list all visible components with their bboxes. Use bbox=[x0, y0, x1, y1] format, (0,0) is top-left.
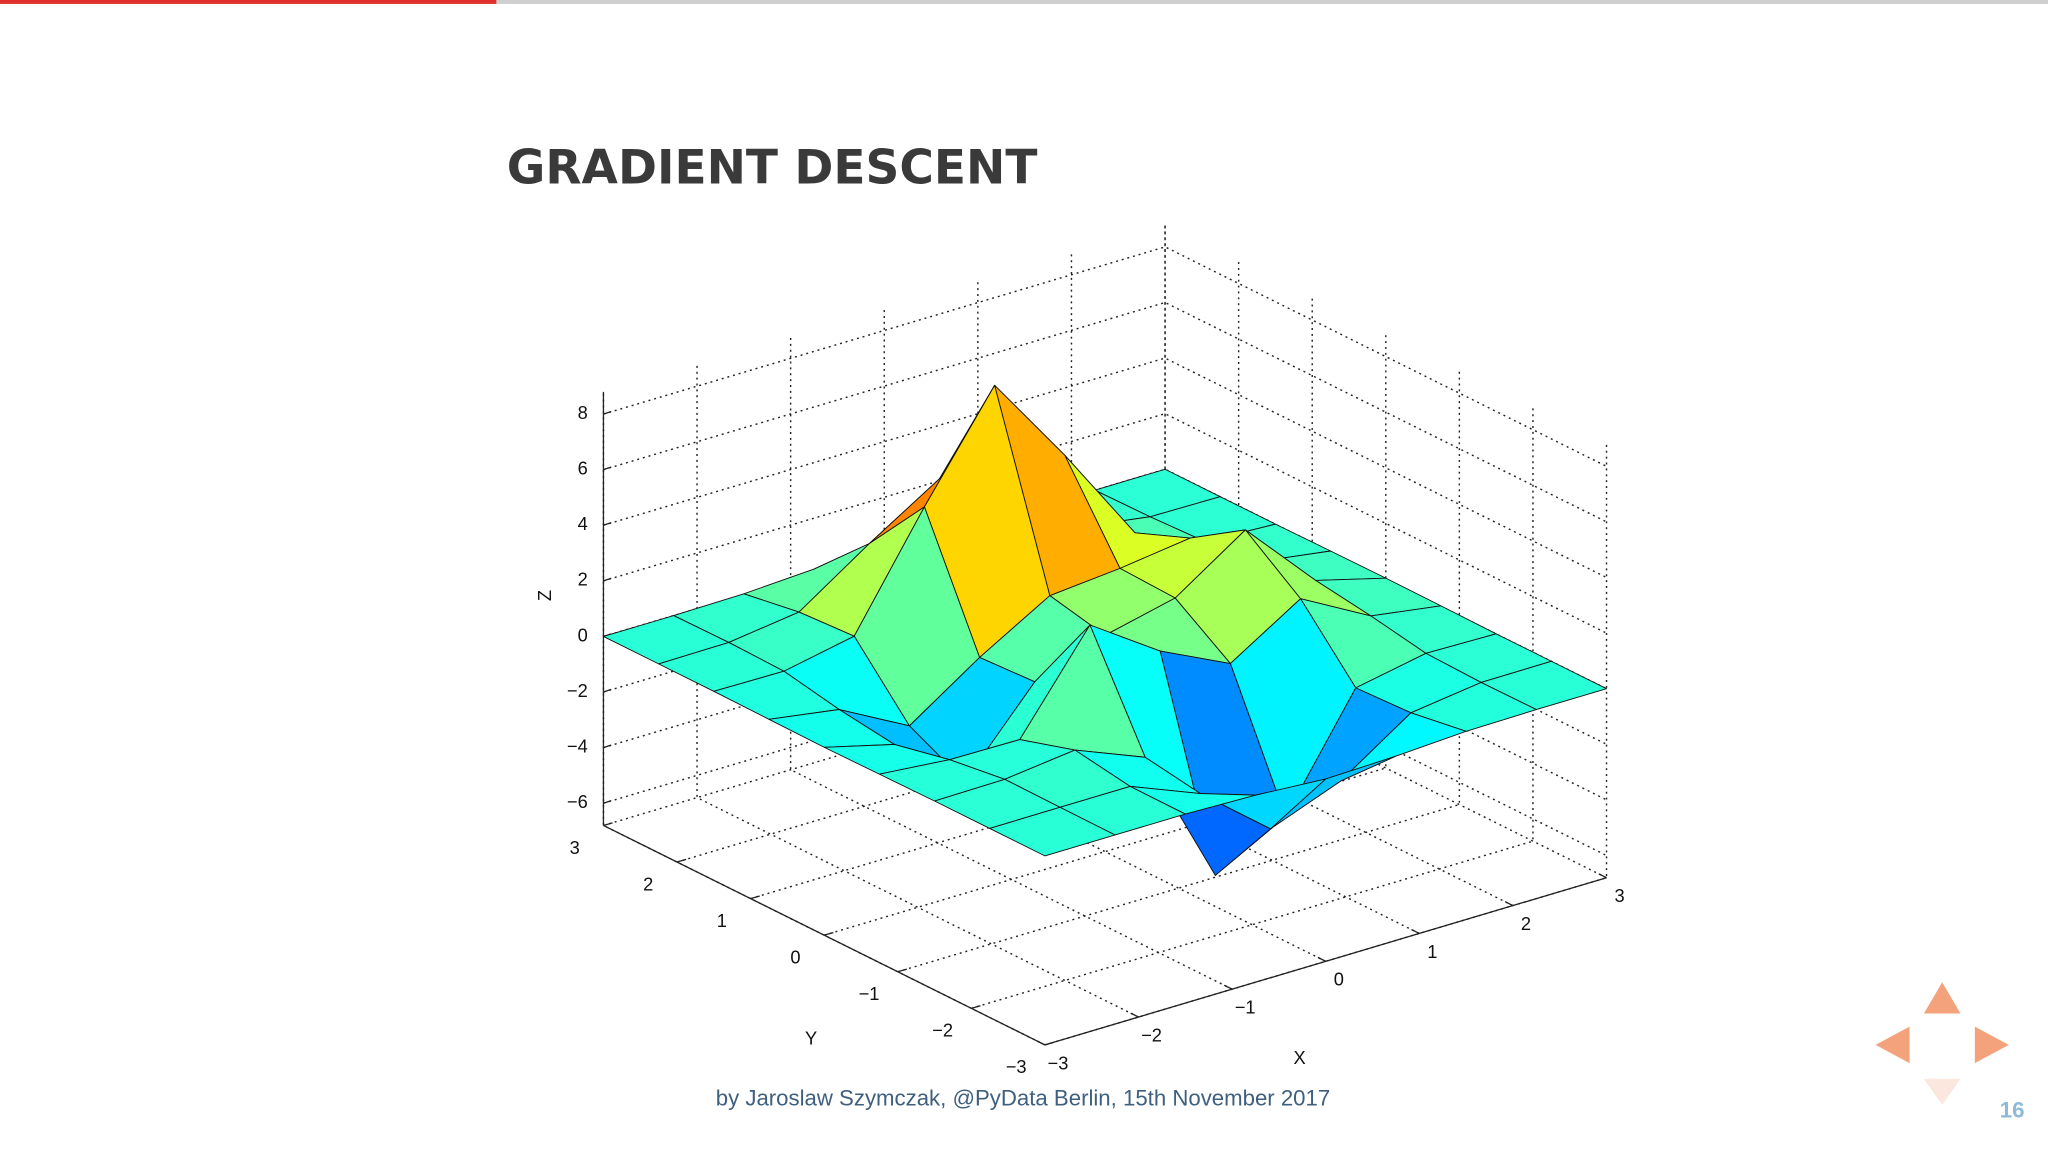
x-tick-label: −2 bbox=[1141, 1024, 1162, 1045]
y-tick-label: −2 bbox=[932, 1020, 953, 1041]
surface-facet bbox=[989, 806, 1116, 857]
z-tick bbox=[603, 688, 612, 693]
y-axis-label: Y bbox=[805, 1028, 817, 1049]
x-tick-label: 0 bbox=[1334, 969, 1344, 990]
y-tick-label: 1 bbox=[717, 910, 727, 931]
grid-line bbox=[676, 261, 1240, 863]
y-tick bbox=[823, 931, 834, 936]
grid-line bbox=[789, 336, 1233, 990]
x-tick bbox=[1411, 928, 1420, 935]
grid-line bbox=[603, 412, 1607, 634]
footer: by Jaroslaw Szymczak, @PyData Berlin, 15… bbox=[716, 1086, 1330, 1111]
page-number: 16 bbox=[2000, 1097, 2025, 1122]
grid-line bbox=[603, 635, 1607, 857]
nav-up[interactable] bbox=[1923, 982, 1961, 1014]
y-tick bbox=[971, 1005, 981, 1009]
progress-bar bbox=[0, 0, 497, 4]
grid-line bbox=[696, 363, 1139, 1018]
grid-line bbox=[603, 301, 1607, 523]
grid-line bbox=[603, 357, 1607, 579]
grid-line bbox=[1164, 224, 1607, 879]
grid-line bbox=[1070, 252, 1514, 907]
grid-line bbox=[897, 370, 1461, 973]
z-axis-label: Z bbox=[534, 590, 555, 601]
y-tick-label: 0 bbox=[790, 947, 800, 968]
grid-line bbox=[883, 308, 1327, 962]
grid-line bbox=[971, 407, 1534, 1010]
x-tick-label: 1 bbox=[1427, 941, 1437, 962]
z-tick bbox=[603, 410, 612, 415]
y-tick-label: −1 bbox=[859, 983, 880, 1004]
y-tick bbox=[1044, 1041, 1055, 1046]
x-tick-label: 2 bbox=[1521, 913, 1531, 934]
z-tick-label: 8 bbox=[578, 402, 588, 423]
z-tick bbox=[603, 466, 612, 471]
grid-line bbox=[823, 334, 1387, 936]
y-tick-label: −3 bbox=[1006, 1056, 1027, 1077]
z-tick bbox=[603, 800, 612, 804]
z-tick bbox=[603, 522, 612, 526]
z-tick-label: 2 bbox=[578, 569, 588, 590]
z-tick-label: 4 bbox=[578, 513, 588, 534]
x-axis-label: X bbox=[1293, 1047, 1305, 1068]
y-tick bbox=[676, 858, 687, 863]
nav-down[interactable] bbox=[1923, 1078, 1961, 1105]
y-tick-label: 2 bbox=[643, 873, 653, 894]
z-tick-label: 6 bbox=[578, 457, 588, 478]
x-tick-label: −3 bbox=[1048, 1052, 1069, 1073]
z-tick bbox=[603, 744, 612, 749]
x-tick bbox=[1036, 1040, 1046, 1046]
z-tick-label: −6 bbox=[567, 791, 588, 812]
x-tick bbox=[1598, 873, 1607, 879]
y-tick bbox=[897, 968, 908, 973]
navigation bbox=[1875, 982, 2009, 1105]
y-tick-label: 3 bbox=[570, 837, 580, 858]
x-tick-label: 3 bbox=[1615, 885, 1625, 906]
grid-line bbox=[603, 224, 1166, 827]
x-tick bbox=[1317, 956, 1327, 962]
grid-line bbox=[603, 246, 1607, 467]
z-tick-label: −2 bbox=[567, 680, 588, 701]
surface-plot: −6 −4 −2 0 2 4 6 8 −3 −2 −1 0 1 2 3 −3 −2 −1 0 1 2 3 Z Y X bbox=[534, 224, 1625, 1077]
x-tick bbox=[1130, 1012, 1139, 1018]
y-tick bbox=[603, 822, 613, 827]
z-tick bbox=[603, 577, 612, 582]
z-tick-label: 0 bbox=[578, 624, 588, 645]
z-tick-label: −4 bbox=[567, 735, 588, 756]
progress-track bbox=[0, 0, 2048, 4]
grid-line bbox=[750, 297, 1313, 900]
x-tick bbox=[1504, 901, 1514, 907]
nav-right[interactable] bbox=[1974, 1026, 2009, 1064]
y-tick bbox=[750, 895, 760, 900]
nav-left[interactable] bbox=[1875, 1026, 1910, 1064]
x-tick-label: −1 bbox=[1235, 997, 1256, 1018]
x-tick bbox=[1223, 984, 1233, 990]
slide-title: GRADIENT DESCENT bbox=[507, 141, 1038, 196]
